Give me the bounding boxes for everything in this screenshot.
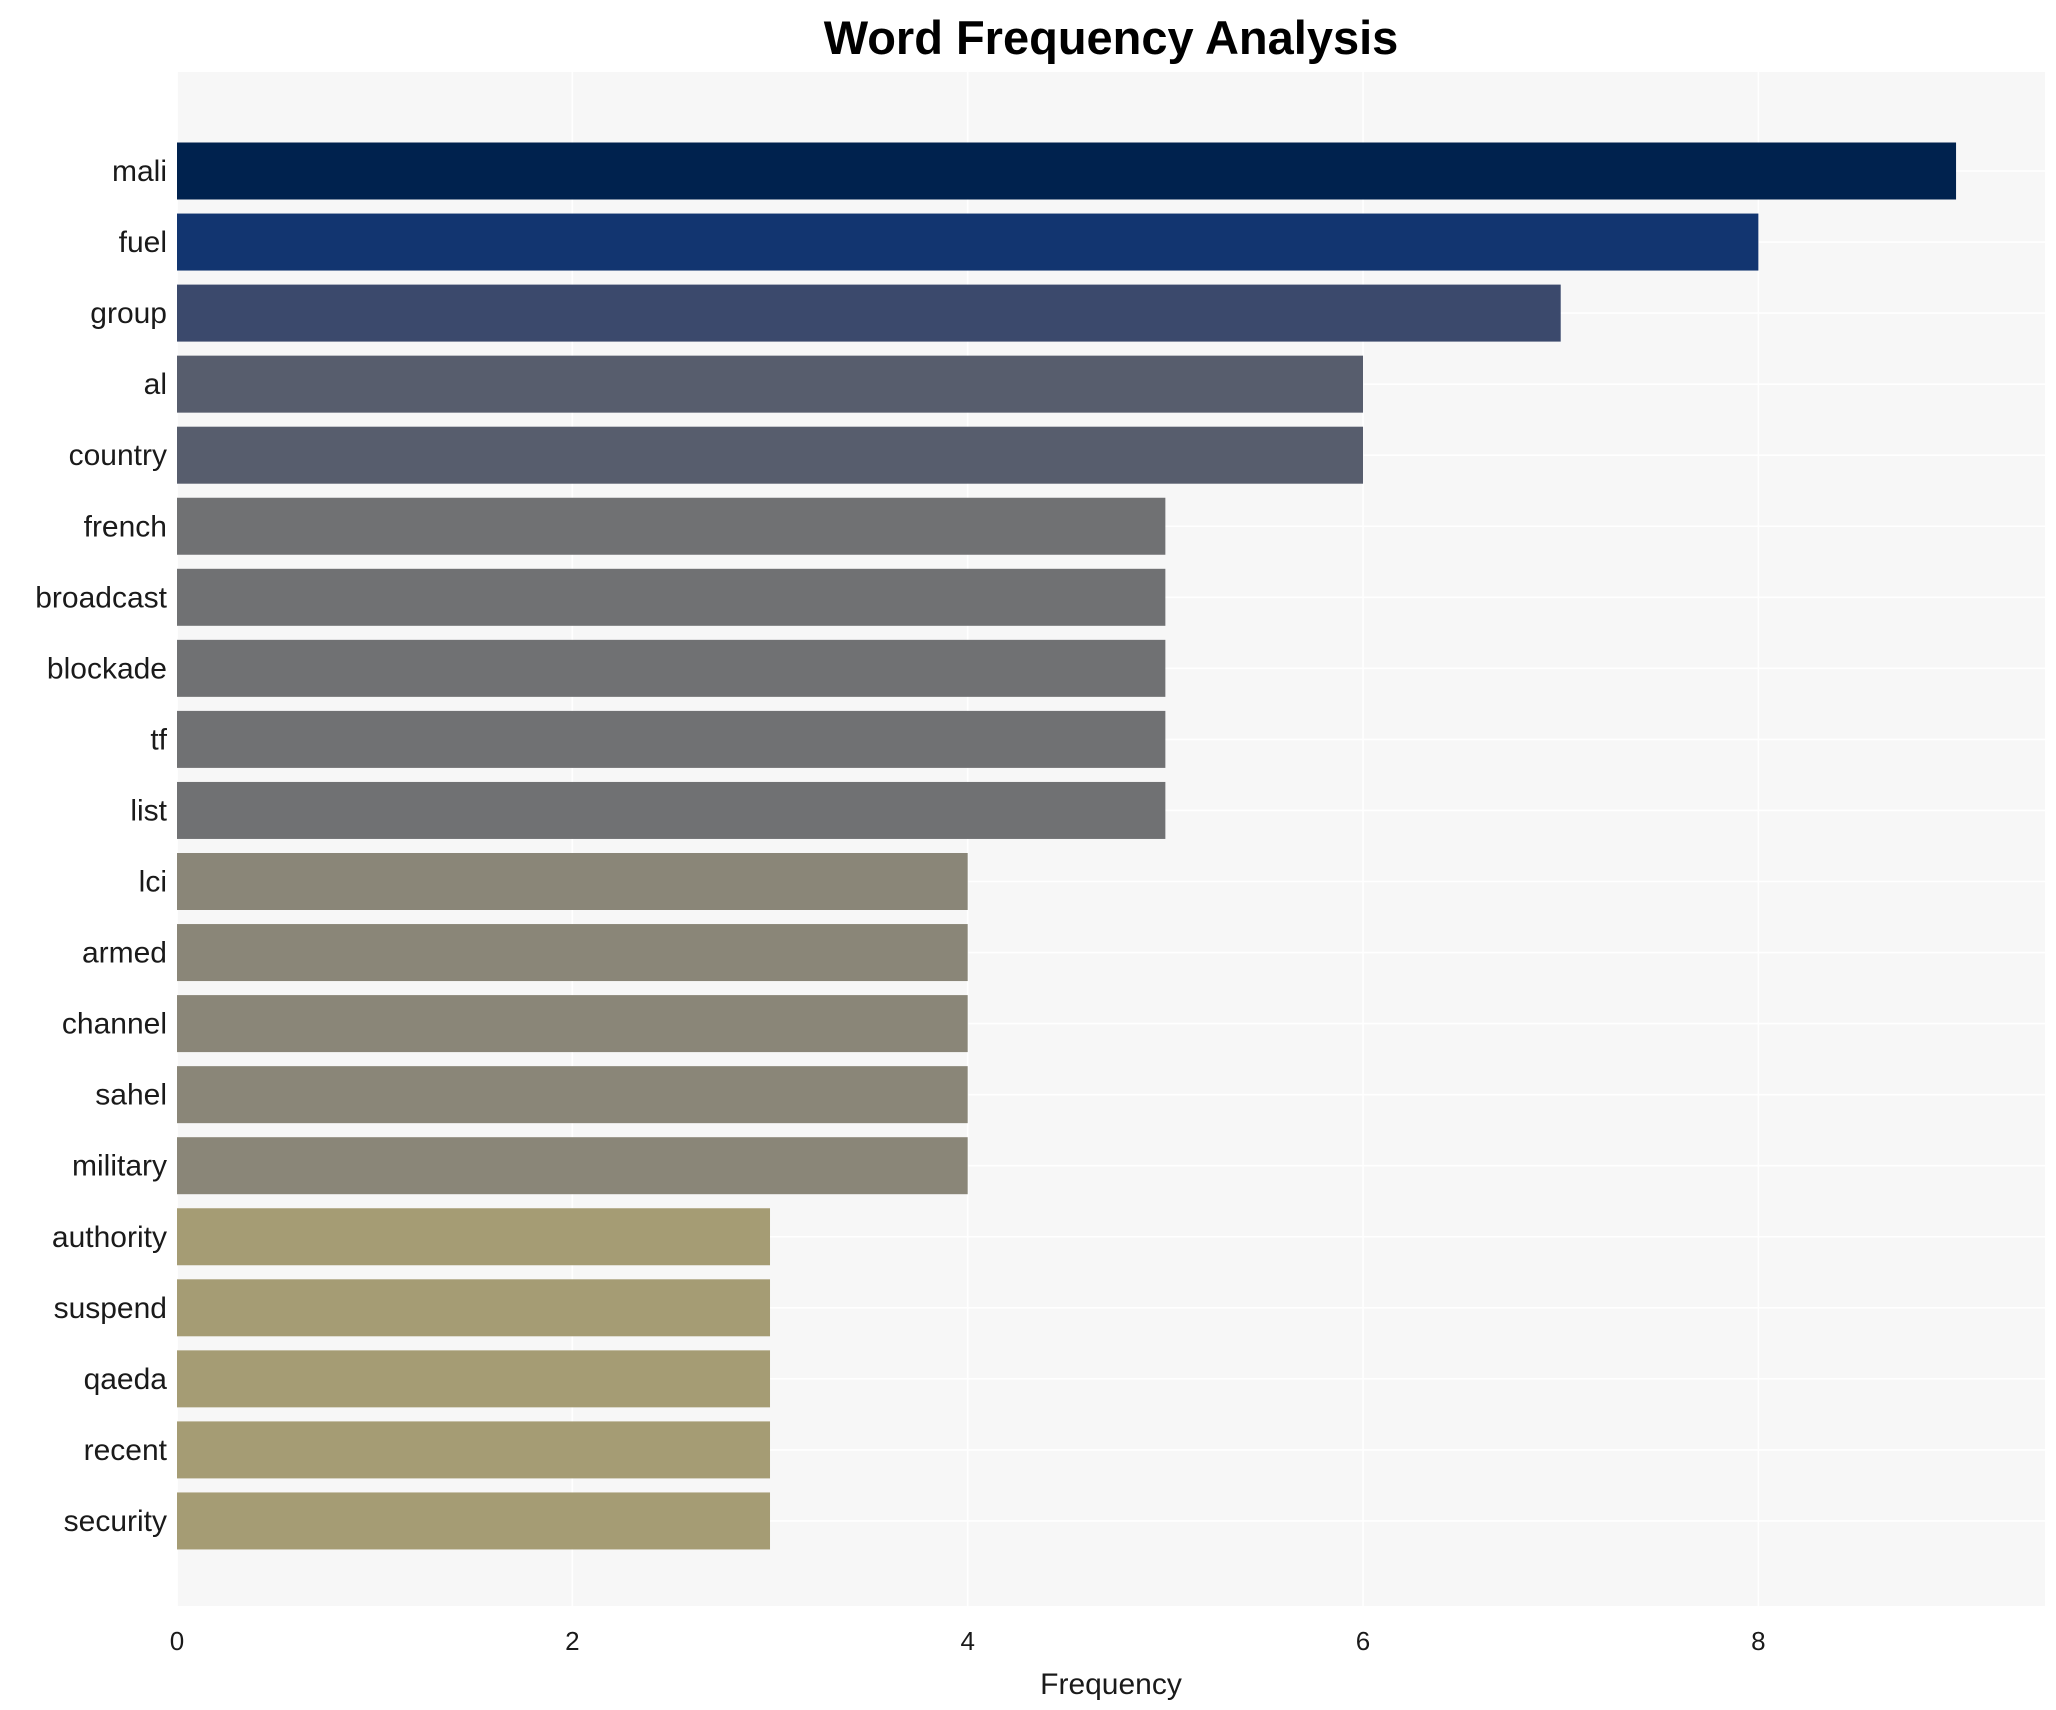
y-tick-label: security — [64, 1505, 167, 1538]
y-tick-label: al — [144, 368, 167, 401]
y-tick-label: military — [72, 1150, 167, 1183]
bar-authority — [177, 1208, 771, 1266]
y-tick-label: mali — [112, 155, 167, 188]
y-tick-label: broadcast — [35, 581, 167, 614]
y-tick-labels: mali fuel group al country french broadcast blo… — [35, 155, 167, 1538]
bar-french — [177, 497, 1166, 555]
bar-security — [177, 1492, 771, 1550]
bar-suspend — [177, 1279, 771, 1337]
y-tick-label: list — [130, 794, 167, 827]
y-tick-label: armed — [82, 937, 167, 970]
y-tick-label: suspend — [54, 1292, 167, 1325]
x-axis-label: Frequency — [1040, 1668, 1182, 1701]
bar-country — [177, 426, 1364, 484]
bar-al — [177, 355, 1364, 413]
x-tick-label: 4 — [960, 1626, 974, 1656]
bar-armed — [177, 924, 968, 982]
bar-recent — [177, 1421, 771, 1479]
y-tick-label: lci — [139, 866, 167, 899]
y-tick-label: fuel — [119, 226, 167, 259]
x-tick-label: 0 — [170, 1626, 184, 1656]
x-tick-labels: 0 2 4 6 8 — [170, 1626, 1766, 1656]
bars — [177, 142, 1957, 1550]
bar-blockade — [177, 639, 1166, 697]
y-tick-label: group — [90, 297, 167, 330]
x-tick-label: 8 — [1751, 1626, 1765, 1656]
y-tick-label: channel — [62, 1008, 167, 1041]
bar-group — [177, 284, 1561, 342]
bar-mali — [177, 142, 1957, 200]
y-tick-label: sahel — [95, 1079, 167, 1112]
y-tick-label: authority — [52, 1221, 167, 1254]
bar-channel — [177, 995, 968, 1053]
y-tick-label: french — [84, 510, 167, 543]
y-tick-label: qaeda — [84, 1363, 168, 1396]
chart-title: Word Frequency Analysis — [824, 11, 1399, 64]
x-tick-label: 2 — [565, 1626, 579, 1656]
x-tick-label: 6 — [1356, 1626, 1370, 1656]
bar-list — [177, 781, 1166, 839]
y-tick-label: blockade — [47, 652, 167, 685]
y-tick-label: tf — [150, 723, 167, 756]
bar-tf — [177, 710, 1166, 768]
bar-lci — [177, 853, 968, 910]
bar-sahel — [177, 1066, 968, 1124]
bar-military — [177, 1137, 968, 1195]
y-tick-label: recent — [84, 1434, 168, 1467]
bar-qaeda — [177, 1350, 771, 1408]
bar-fuel — [177, 213, 1759, 271]
y-tick-label: country — [69, 439, 167, 472]
bar-broadcast — [177, 568, 1166, 626]
